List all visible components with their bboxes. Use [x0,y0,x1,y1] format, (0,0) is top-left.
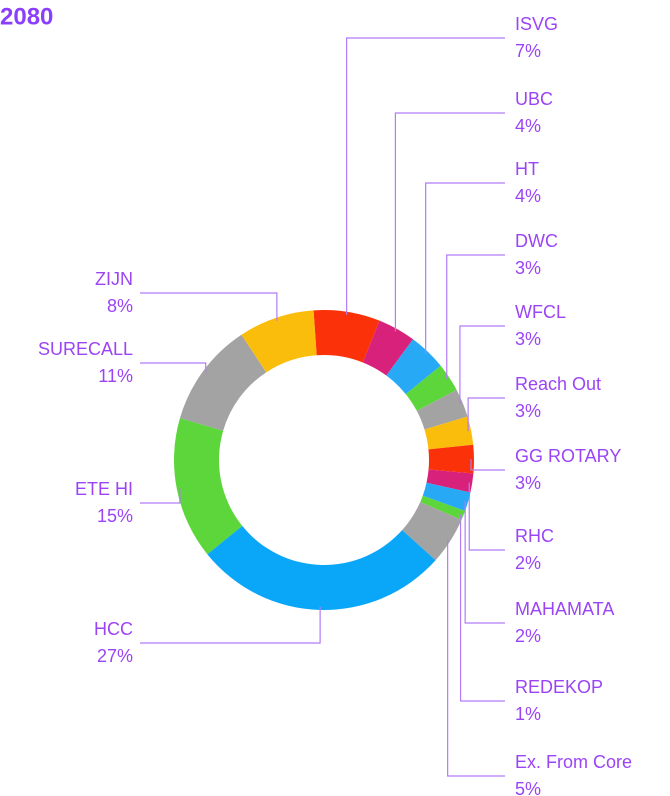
donut-segment [424,416,474,450]
leader-line [140,488,181,504]
chart-title: 2080 [0,3,53,30]
donut-segment [422,482,471,512]
leader-line [140,292,278,321]
segment-value: 8% [107,296,133,316]
segment-value: 2% [515,553,541,573]
donut-segment [179,334,267,431]
segment-value: 4% [515,186,541,206]
segment-label: ETE HI [75,479,133,499]
segment-value: 5% [515,779,541,796]
segment-label: SURECALL [38,339,133,359]
segment-value: 4% [515,116,541,136]
leader-line [470,459,505,471]
donut-segment [207,525,436,611]
donut-segment [420,495,466,520]
segment-value: 3% [515,401,541,421]
leader-line [140,362,207,373]
donut-segment [241,310,317,373]
segment-label: RHC [515,526,554,546]
leader-line [459,514,505,702]
segment-label: WFCL [515,302,566,322]
leader-line [464,501,505,624]
leader-line [447,539,505,777]
donut-segment [428,444,474,474]
segment-label: HT [515,159,539,179]
leader-line [446,254,505,380]
leader-line [459,325,505,405]
segment-value: 7% [515,41,541,61]
leader-line [140,606,321,644]
donut-segment [426,469,474,493]
donut-segment [416,389,468,430]
leader-line [467,397,505,432]
segment-label: ISVG [515,14,558,34]
leader-line [468,482,505,551]
segment-value: 15% [97,506,133,526]
segment-label: UBC [515,89,553,109]
segment-value: 3% [515,329,541,349]
segment-value: 3% [515,473,541,493]
segment-value: 3% [515,258,541,278]
segment-label: DWC [515,231,558,251]
segment-label: HCC [94,619,133,639]
segment-label: MAHAMATA [515,599,614,619]
segment-label: ZIJN [95,269,133,289]
donut-segment [313,310,380,363]
leader-line [346,37,505,315]
segment-value: 2% [515,626,541,646]
donut-segment [405,365,457,411]
segment-label: Ex. From Core [515,752,632,772]
segment-label: REDEKOP [515,677,603,697]
segment-value: 11% [98,366,133,386]
donut-segment [402,501,462,561]
segment-label: Reach Out [515,374,601,394]
leader-line [394,112,505,332]
segment-value: 27% [97,646,133,666]
segment-label: GG ROTARY [515,446,621,466]
donut-segment [362,320,414,376]
segment-value: 1% [515,704,541,724]
donut-segment [386,339,441,395]
leader-line [425,182,505,354]
donut-segment [174,418,243,555]
